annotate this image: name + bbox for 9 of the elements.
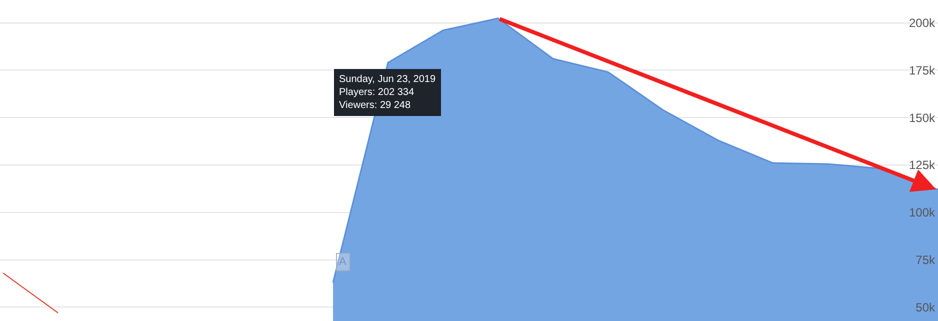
y-tick-label: 125k <box>908 158 936 172</box>
y-tick-label: 150k <box>908 110 936 125</box>
annotation: A <box>339 256 347 268</box>
annotation: Sunday, Jun 23, 2019 Players: 202 334 Viewers: 29 248 <box>339 74 436 111</box>
y-tick-label: 175k <box>908 63 936 78</box>
y-tick-label: 100k <box>908 206 936 220</box>
y-tick-label: 200k <box>908 16 936 30</box>
y-tick-label: 75k <box>916 252 936 267</box>
y-tick-label: 50k <box>916 300 936 314</box>
